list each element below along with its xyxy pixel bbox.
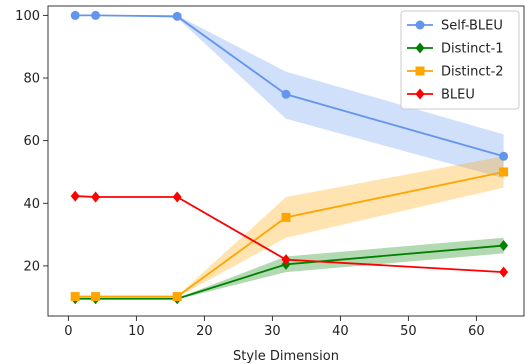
- y-tick-label: 80: [23, 72, 40, 87]
- legend-label-self-bleu: Self-BLEU: [441, 19, 503, 34]
- x-tick-label: 40: [332, 324, 349, 339]
- y-tick-label: 20: [23, 259, 40, 274]
- x-tick-label: 20: [196, 324, 213, 339]
- x-tick-label: 10: [128, 324, 145, 339]
- distinct-1-band: [75, 237, 504, 300]
- legend-label-distinct-1: Distinct-1: [441, 42, 504, 57]
- x-axis-label: Style Dimension: [233, 349, 339, 364]
- self-bleu-point: [281, 89, 291, 99]
- legend-marker-bleu: [415, 88, 425, 100]
- self-bleu-point: [499, 151, 509, 161]
- self-bleu-point: [91, 10, 101, 20]
- y-tick-label: 40: [23, 197, 40, 212]
- x-tick-label: 30: [264, 324, 281, 339]
- distinct-2-point: [281, 212, 291, 222]
- self-bleu-point: [172, 11, 182, 21]
- distinct-2-point: [499, 167, 509, 177]
- legend-marker-self-bleu: [415, 20, 425, 30]
- bleu-point: [281, 254, 291, 266]
- distinct-2-point: [172, 292, 182, 302]
- x-tick-label: 50: [400, 324, 417, 339]
- legend: Self-BLEU Distinct-1 Distinct-2 BLEU: [400, 10, 520, 110]
- legend-label-bleu: BLEU: [441, 88, 475, 103]
- distinct-2-band: [75, 156, 504, 298]
- distinct-2-point: [91, 292, 101, 302]
- x-tick-label: 0: [64, 324, 72, 339]
- x-axis-ticks: 0 10 20 30 40 50 60: [64, 316, 485, 339]
- x-tick-label: 60: [468, 324, 485, 339]
- bleu-point: [172, 191, 182, 203]
- y-axis-ticks: 20 40 60 80 100: [15, 9, 48, 274]
- distinct-1-point: [499, 240, 509, 252]
- legend-marker-distinct-2: [415, 66, 425, 76]
- y-tick-label: 60: [23, 134, 40, 149]
- legend-marker-distinct-1: [415, 42, 425, 54]
- self-bleu-point: [70, 10, 80, 20]
- series-markers: [70, 10, 509, 305]
- legend-box: [400, 10, 520, 110]
- distinct-2-point: [70, 292, 80, 302]
- plot-frame: [47, 5, 525, 317]
- y-tick-label: 100: [15, 9, 40, 24]
- bleu-point: [91, 191, 101, 203]
- bleu-point: [499, 266, 509, 278]
- legend-label-distinct-2: Distinct-2: [441, 65, 504, 80]
- bleu-point: [70, 190, 80, 202]
